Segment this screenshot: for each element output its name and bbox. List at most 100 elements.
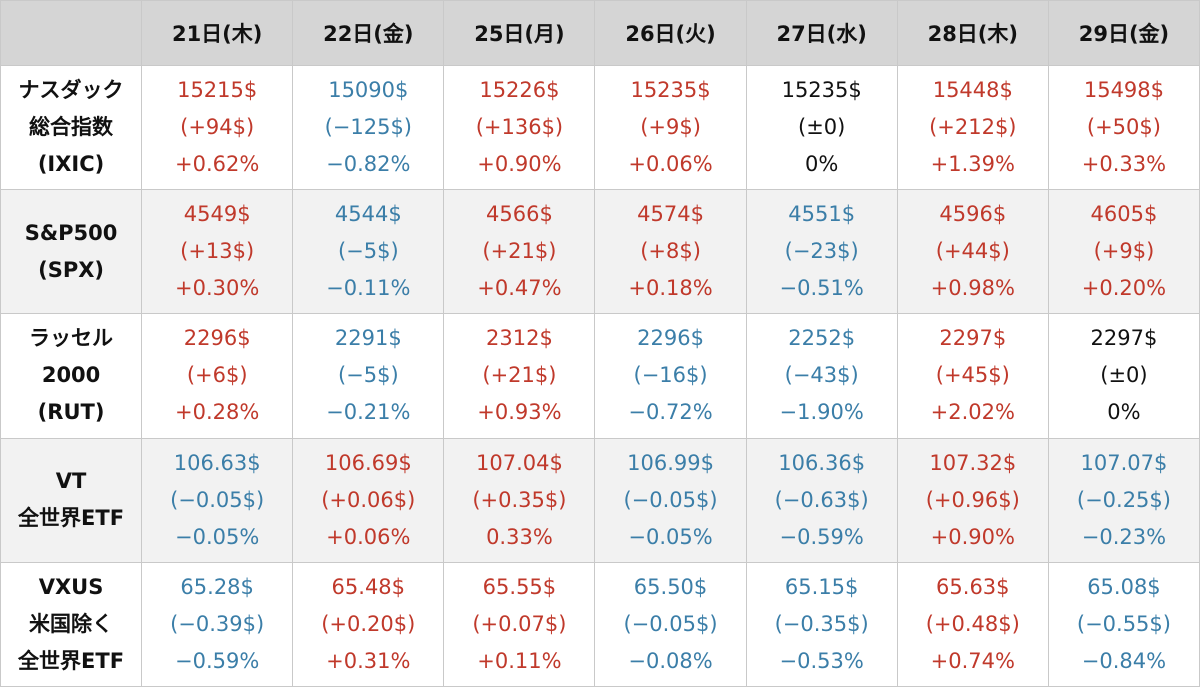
closing-price: 2296$ [183, 326, 251, 351]
day-header: 21日(木) [141, 0, 294, 66]
percent-change: +0.11% [477, 648, 562, 673]
corner-cell [0, 0, 143, 66]
point-change: (−0.25$) [1076, 487, 1171, 512]
row-label: VXUS 米国除く 全世界ETF [0, 561, 143, 687]
row-label-line: ナスダック [18, 78, 124, 103]
table-row: VXUS 米国除く 全世界ETF 65.28$ (−0.39$) −0.59% 65.48$… [0, 561, 1200, 687]
table-row: VT 全世界ETF 106.63$ (−0.05$) −0.05% 106.69$ (+0.… [0, 437, 1200, 563]
percent-change: 0.33% [486, 524, 553, 549]
percent-change: −0.23% [1081, 524, 1167, 549]
quote-cell: 15235$ (±0) 0% [745, 64, 898, 191]
quote-cell: 106.99$ (−0.05$) −0.05% [594, 437, 747, 563]
percent-change: −0.82% [326, 152, 411, 177]
quote-cell: 4544$ (−5$) −0.11% [292, 189, 445, 315]
point-change: (±0) [798, 115, 846, 140]
percent-change: +2.02% [930, 400, 1015, 425]
quote-cell: 2291$ (−5$) −0.21% [292, 313, 445, 439]
closing-price: 15448$ [932, 78, 1013, 103]
point-change: (−16$) [633, 363, 708, 388]
percent-change: −0.53% [779, 648, 864, 673]
point-change: (+0.48$) [925, 611, 1020, 636]
closing-price: 106.69$ [324, 450, 412, 475]
percent-change: −1.90% [779, 400, 864, 425]
quote-cell: 65.28$ (−0.39$) −0.59% [141, 561, 294, 687]
point-change: (−0.35$) [774, 611, 869, 636]
percent-change: +0.31% [326, 648, 411, 673]
closing-price: 2297$ [1090, 326, 1158, 351]
row-label-line: 2000 [41, 363, 101, 388]
point-change: (−0.63$) [774, 487, 869, 512]
point-change: (+21$) [482, 239, 557, 264]
percent-change: +0.28% [175, 400, 260, 425]
closing-price: 15215$ [177, 78, 258, 103]
point-change: (+13$) [180, 239, 255, 264]
point-change: (+0.07$) [472, 611, 567, 636]
quote-cell: 15090$ (−125$) −0.82% [292, 64, 445, 191]
percent-change: +0.98% [930, 276, 1015, 301]
percent-change: −0.59% [779, 524, 864, 549]
table-row: S&P500 (SPX) 4549$ (+13$) +0.30% 4544$ (−5$) −0… [0, 189, 1200, 315]
row-label-line: VT [55, 469, 87, 494]
closing-price: 65.08$ [1087, 574, 1161, 599]
closing-price: 65.15$ [784, 574, 859, 599]
closing-price: 107.32$ [929, 450, 1017, 475]
day-header: 29日(金) [1047, 0, 1200, 66]
row-label-line: ラッセル [29, 326, 114, 351]
quote-cell: 106.63$ (−0.05$) −0.05% [141, 437, 294, 563]
percent-change: +0.06% [628, 152, 713, 177]
point-change: (−0.39$) [170, 611, 265, 636]
quote-cell: 15448$ (+212$) +1.39% [896, 64, 1049, 191]
percent-change: −0.11% [326, 276, 411, 301]
point-change: (−0.05$) [623, 611, 718, 636]
percent-change: +0.30% [175, 276, 260, 301]
day-header: 27日(水) [745, 0, 898, 66]
closing-price: 2252$ [788, 326, 856, 351]
quote-cell: 2297$ (+45$) +2.02% [896, 313, 1049, 439]
quote-cell: 106.36$ (−0.63$) −0.59% [745, 437, 898, 563]
closing-price: 4605$ [1090, 202, 1158, 227]
point-change: (−23$) [784, 239, 859, 264]
point-change: (±0) [1100, 363, 1148, 388]
percent-change: −0.05% [175, 524, 260, 549]
row-label-line: (IXIC) [37, 152, 105, 177]
point-change: (+0.20$) [321, 611, 416, 636]
closing-price: 4549$ [183, 202, 251, 227]
percent-change: −0.21% [326, 400, 411, 425]
quote-cell: 107.04$ (+0.35$) 0.33% [443, 437, 596, 563]
quote-cell: 4551$ (−23$) −0.51% [745, 189, 898, 315]
closing-price: 4596$ [939, 202, 1007, 227]
point-change: (+50$) [1086, 115, 1161, 140]
closing-price: 15090$ [328, 78, 409, 103]
closing-price: 65.28$ [180, 574, 254, 599]
closing-price: 107.07$ [1080, 450, 1168, 475]
row-label: ナスダック 総合指数 (IXIC) [0, 64, 143, 191]
percent-change: +1.39% [930, 152, 1015, 177]
closing-price: 4566$ [486, 202, 553, 227]
closing-price: 2291$ [334, 326, 402, 351]
percent-change: +0.74% [930, 648, 1015, 673]
closing-price: 2312$ [486, 326, 553, 351]
quote-cell: 2297$ (±0) 0% [1047, 313, 1200, 439]
closing-price: 65.63$ [936, 574, 1010, 599]
quote-cell: 65.48$ (+0.20$) +0.31% [292, 561, 445, 687]
point-change: (+21$) [482, 363, 557, 388]
percent-change: +0.93% [477, 400, 562, 425]
day-header: 28日(木) [896, 0, 1049, 66]
percent-change: −0.84% [1081, 648, 1167, 673]
quote-cell: 15498$ (+50$) +0.33% [1047, 64, 1200, 191]
quote-cell: 106.69$ (+0.06$) +0.06% [292, 437, 445, 563]
quote-cell: 107.07$ (−0.25$) −0.23% [1047, 437, 1200, 563]
closing-price: 106.63$ [173, 450, 261, 475]
quote-cell: 4574$ (+8$) +0.18% [594, 189, 747, 315]
closing-price: 15498$ [1083, 78, 1165, 103]
closing-price: 15235$ [781, 78, 862, 103]
percent-change: +0.06% [326, 524, 411, 549]
percent-change: +0.18% [628, 276, 713, 301]
row-label-line: 全世界ETF [18, 506, 125, 531]
percent-change: 0% [805, 152, 839, 177]
row-label: VT 全世界ETF [0, 437, 143, 563]
table-row: ナスダック 総合指数 (IXIC) 15215$ (+94$) +0.62% 15090$ (… [0, 64, 1200, 191]
row-label: ラッセル 2000 (RUT) [0, 313, 143, 439]
percent-change: +0.20% [1081, 276, 1167, 301]
point-change: (−0.05$) [623, 487, 718, 512]
